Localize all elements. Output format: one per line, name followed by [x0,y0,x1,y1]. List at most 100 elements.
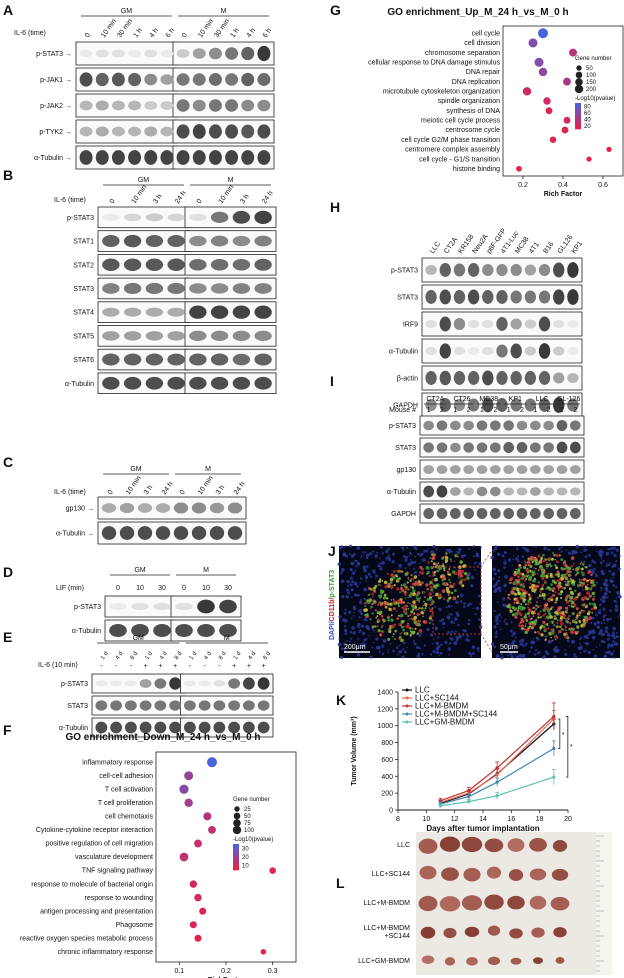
blot-band [225,47,239,60]
cell-dot [418,562,420,564]
cell-dot [509,629,513,633]
cell-dot [544,605,547,608]
cell-dot [603,592,608,596]
panel-letter-c: C [3,454,13,470]
blot-band [232,283,251,294]
cell-dot [429,653,433,656]
y-tick-label: 400 [381,774,393,781]
cell-dot [560,619,563,622]
cell-dot [428,583,431,586]
cell-dot [352,605,356,609]
cell-dot [416,591,421,595]
cell-dot [523,628,527,631]
cell-dot [554,590,557,594]
lane-label: 6 h [262,27,273,39]
cell-dot [417,580,421,583]
cell-dot [569,621,572,624]
cell-dot [507,593,510,597]
blot-band [553,262,565,278]
blot-band [131,602,149,611]
cell-dot [401,625,404,629]
blot-band [167,307,185,317]
cell-dot [529,582,532,585]
blot-band [439,398,451,412]
legend-size-label: 150 [586,80,597,86]
cell-dot [520,607,523,609]
legend-color-cell [575,103,581,106]
blot-band [128,72,142,87]
cell-dot [357,637,360,640]
cell-dot [523,566,527,570]
cell-dot [592,583,595,587]
panel-letter-a: A [3,2,13,18]
cell-dot [470,654,473,658]
row-label: α-Tubulin [389,349,418,356]
blot-band [95,100,109,111]
cell-dot [462,569,465,573]
lane-label: B16 [542,241,555,255]
tumor [533,957,543,965]
cell-dot [439,651,443,655]
blot-band [102,376,120,390]
group-label: GM [133,635,144,642]
cell-dot [568,645,571,648]
cell-dot [534,545,537,548]
tumor [553,927,567,938]
enrichment-dot [208,826,216,834]
cell-dot [388,607,390,610]
cell-dot [553,553,556,557]
cell-dot [571,627,575,631]
mouse-id: 1 [560,407,564,414]
cell-dot [435,563,439,567]
legend-size-title: Gene number [233,797,270,803]
blot-band [167,376,185,390]
cell-dot [372,641,375,644]
legend-color-label: 20 [584,124,591,130]
cell-dot [346,640,349,643]
cell-dot [567,584,570,587]
cell-dot [347,584,350,587]
cell-dot [413,560,417,564]
cell-dot [571,549,575,554]
mouse-id: 2 [493,407,497,414]
blot-band [538,398,551,412]
cell-dot [423,549,426,553]
blot-band [101,503,117,513]
blot-band [242,677,255,690]
blot-band [95,72,109,87]
cell-dot [367,572,371,576]
cell-dot [369,607,372,610]
cell-dot [520,595,524,599]
blot-band [197,623,215,638]
cell-dot [499,620,501,623]
cell-dot [510,621,513,624]
cell-dot [341,618,346,622]
blot-band [167,258,185,271]
cell-dot [605,564,608,568]
cell-dot [447,605,451,608]
legend-color-title: -Log10(pvalue) [233,837,273,843]
cell-dot [392,570,396,573]
blot-band [102,258,120,271]
cell-dot [617,594,622,599]
cell-dot [606,631,609,634]
cell-dot [387,619,390,622]
cell-dot [593,654,598,659]
cell-dot [609,561,612,564]
cell-dot [376,611,379,615]
cell-dot [463,554,467,557]
term-label: cell cycle - G1/S transition [419,156,500,163]
cell-dot [365,617,367,620]
blot-strip [419,503,585,524]
cell-dot [548,593,550,595]
cell-dot [533,567,535,569]
term-label: DNA repair [466,69,501,76]
cell-dot [560,576,564,581]
cell-dot [550,608,552,610]
cell-dot [545,615,550,619]
cell-dot [615,586,618,589]
blot-band [423,420,434,431]
cell-dot [444,582,449,586]
cell-dot [384,601,388,605]
cell-dot [466,576,470,580]
